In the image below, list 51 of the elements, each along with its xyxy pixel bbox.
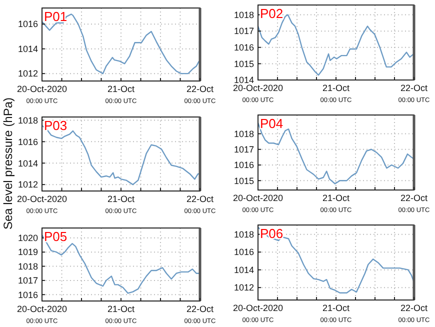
y-tick-label: 1017 (234, 144, 254, 155)
chart-title: P03 (44, 118, 68, 133)
x-tick-label: 21-Oct 00:00 UTC (105, 304, 138, 325)
y-tick-label: 1016 (234, 160, 254, 170)
y-tick-label: 1016 (18, 136, 38, 147)
y-tick-label: 1018 (234, 128, 254, 139)
x-tick-label: 20-Oct-2020 00:00 UTC (232, 193, 284, 214)
y-tick-label: 1017 (18, 276, 38, 286)
y-tick-label: 1016 (18, 290, 38, 300)
y-tick-label: 1016 (234, 247, 254, 258)
x-tick-label: 20-Oct-2020 00:00 UTC (16, 84, 68, 105)
chart-title: P01 (44, 9, 68, 24)
chart-title: P02 (260, 6, 284, 21)
y-tick-label: 1019 (18, 247, 38, 258)
y-tick-label: 1014 (234, 264, 254, 275)
y-tick-label: 1012 (234, 282, 254, 293)
y-tick-label: 1017 (234, 26, 254, 36)
x-tick-label: 21-Oct 00:00 UTC (105, 194, 138, 215)
x-tick-label: 22-Oct 00:00 UTC (184, 304, 216, 325)
y-tick-label: 1015 (234, 58, 254, 69)
x-tick-label: 21-Oct 00:00 UTC (320, 303, 352, 324)
y-tick-label: 1012 (18, 180, 38, 190)
x-tick-label: 20-Oct-2020 00:00 UTC (232, 83, 284, 104)
y-tick-label: 1012 (18, 68, 38, 79)
x-tick-label: 20-Oct-2020 00:00 UTC (16, 304, 68, 325)
y-tick-label: 1018 (234, 10, 254, 20)
x-tick-label: 22-Oct 00:00 UTC (398, 303, 430, 324)
y-tick-label: 1014 (18, 44, 38, 54)
x-tick-label: 20-Oct-2020 00:00 UTC (232, 303, 284, 324)
x-tick-label: 22-Oct 00:00 UTC (184, 194, 216, 215)
y-tick-label: 1020 (18, 233, 38, 244)
y-tick-label: 1018 (234, 229, 254, 240)
x-tick-label: 22-Oct 00:00 UTC (184, 84, 216, 105)
y-tick-label: 1016 (234, 42, 254, 53)
y-tick-label: 1014 (18, 158, 38, 168)
x-tick-label: 22-Oct 00:00 UTC (398, 83, 430, 104)
chart-title: P05 (44, 229, 68, 244)
y-tick-label: 1015 (234, 176, 254, 186)
chart-title: P04 (260, 116, 284, 131)
y-tick-label: 1016 (18, 19, 38, 30)
y-axis-title: Sea level pressure (hPa) (1, 97, 15, 230)
x-tick-label: 21-Oct 00:00 UTC (320, 193, 352, 214)
line-series (257, 226, 414, 294)
y-tick-label: 1018 (18, 261, 38, 272)
x-tick-label: 22-Oct 00:00 UTC (398, 193, 430, 214)
line-series (41, 14, 200, 74)
y-tick-label: 1018 (18, 115, 38, 126)
y-tick-label: 1014 (234, 75, 254, 86)
x-tick-label: 21-Oct 00:00 UTC (105, 84, 138, 105)
x-tick-label: 20-Oct-2020 00:00 UTC (16, 194, 68, 215)
x-tick-label: 21-Oct 00:00 UTC (320, 83, 352, 104)
